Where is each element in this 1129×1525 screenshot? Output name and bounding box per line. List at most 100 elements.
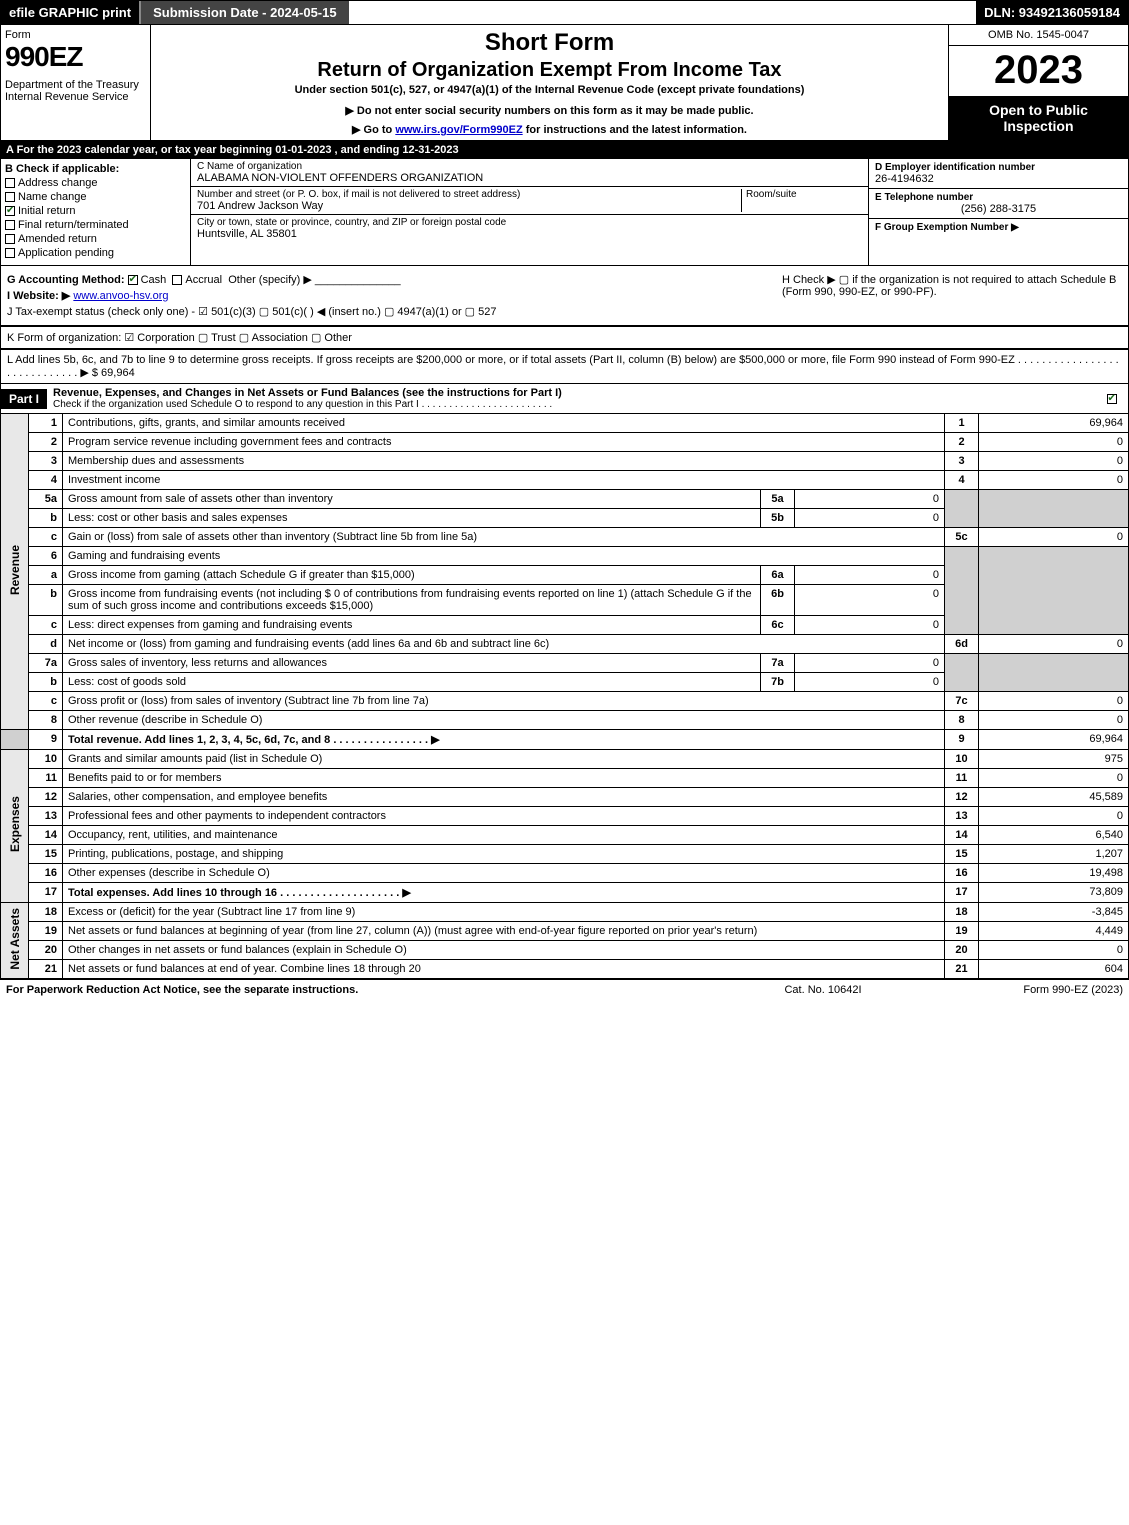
dln-label: DLN: 93492136059184 — [976, 1, 1128, 24]
line-g: G Accounting Method: Cash Accrual Other … — [7, 273, 1122, 286]
ein-cell: D Employer identification number 26-4194… — [869, 159, 1128, 189]
tel-label: E Telephone number — [875, 192, 1122, 203]
row-8: 8Other revenue (describe in Schedule O)8… — [1, 711, 1129, 730]
cb-cash[interactable] — [128, 275, 138, 285]
return-title: Return of Organization Exempt From Incom… — [159, 59, 940, 82]
city-label: City or town, state or province, country… — [197, 217, 862, 228]
row-1: Revenue 1 Contributions, gifts, grants, … — [1, 414, 1129, 433]
efile-label[interactable]: efile GRAPHIC print — [1, 1, 139, 24]
row-7a: 7aGross sales of inventory, less returns… — [1, 654, 1129, 673]
meta-block: G Accounting Method: Cash Accrual Other … — [0, 266, 1129, 326]
ein-value: 26-4194632 — [875, 173, 1122, 185]
street-cell: Number and street (or P. O. box, if mail… — [191, 187, 868, 215]
goto-pre: ▶ Go to — [352, 124, 395, 136]
form-number: 990EZ — [5, 41, 146, 73]
row-6: 6Gaming and fundraising events — [1, 547, 1129, 566]
part1-schedo: Check if the organization used Schedule … — [53, 399, 1092, 410]
street-label: Number and street (or P. O. box, if mail… — [197, 189, 737, 200]
col-b-checkboxes: B Check if applicable: Address change Na… — [1, 159, 191, 265]
header-left: Form 990EZ Department of the Treasury In… — [1, 25, 151, 140]
row-9: 9Total revenue. Add lines 1, 2, 3, 4, 5c… — [1, 730, 1129, 750]
i-label: I Website: ▶ — [7, 290, 70, 302]
omb-number: OMB No. 1545-0047 — [949, 25, 1128, 46]
row-16: 16Other expenses (describe in Schedule O… — [1, 864, 1129, 883]
part1-label: Part I — [1, 389, 47, 409]
row-10: Expenses 10Grants and similar amounts pa… — [1, 750, 1129, 769]
revenue-side: Revenue — [1, 414, 29, 730]
line-h: H Check ▶ ▢ if the organization is not r… — [782, 273, 1122, 298]
row-19: 19Net assets or fund balances at beginni… — [1, 922, 1129, 941]
row-3: 3Membership dues and assessments30 — [1, 452, 1129, 471]
part1-schedo-check[interactable] — [1098, 393, 1128, 405]
row-18: Net Assets 18Excess or (deficit) for the… — [1, 903, 1129, 922]
footer-left: For Paperwork Reduction Act Notice, see … — [6, 984, 723, 996]
line-k: K Form of organization: ☑ Corporation ▢ … — [0, 326, 1129, 349]
netassets-side: Net Assets — [1, 903, 29, 979]
row-20: 20Other changes in net assets or fund ba… — [1, 941, 1129, 960]
tax-year: 2023 — [949, 46, 1128, 96]
footer-formref: Form 990-EZ (2023) — [923, 984, 1123, 996]
spacer — [349, 1, 977, 24]
part1-title: Revenue, Expenses, and Changes in Net As… — [53, 387, 562, 399]
department: Department of the Treasury Internal Reve… — [5, 79, 146, 103]
row-11: 11Benefits paid to or for members110 — [1, 769, 1129, 788]
org-name-label: C Name of organization — [197, 161, 862, 172]
ein-label: D Employer identification number — [875, 162, 1122, 173]
row-5c: cGain or (loss) from sale of assets othe… — [1, 528, 1129, 547]
row-14: 14Occupancy, rent, utilities, and mainte… — [1, 826, 1129, 845]
header-center: Short Form Return of Organization Exempt… — [151, 25, 948, 140]
form-word: Form — [5, 29, 146, 41]
cb-final-return[interactable]: Final return/terminated — [5, 219, 186, 231]
website-link[interactable]: www.anvoo-hsv.org — [73, 290, 168, 302]
cb-accrual[interactable] — [172, 275, 182, 285]
page-footer: For Paperwork Reduction Act Notice, see … — [0, 979, 1129, 1000]
entity-block: B Check if applicable: Address change Na… — [0, 159, 1129, 266]
city-value: Huntsville, AL 35801 — [197, 228, 862, 240]
cb-name-change[interactable]: Name change — [5, 191, 186, 203]
org-name-value: ALABAMA NON-VIOLENT OFFENDERS ORGANIZATI… — [197, 172, 862, 184]
street-value: 701 Andrew Jackson Way — [197, 200, 737, 212]
room-label: Room/suite — [746, 189, 862, 200]
row-5a: 5aGross amount from sale of assets other… — [1, 490, 1129, 509]
row-17: 17Total expenses. Add lines 10 through 1… — [1, 883, 1129, 903]
row-4: 4Investment income40 — [1, 471, 1129, 490]
org-name-cell: C Name of organization ALABAMA NON-VIOLE… — [191, 159, 868, 187]
footer-catno: Cat. No. 10642I — [723, 984, 923, 996]
do-not-enter: ▶ Do not enter social security numbers o… — [159, 104, 940, 117]
short-form-title: Short Form — [159, 29, 940, 57]
row-6d: dNet income or (loss) from gaming and fu… — [1, 635, 1129, 654]
row-12: 12Salaries, other compensation, and empl… — [1, 788, 1129, 807]
cb-initial-return[interactable]: Initial return — [5, 205, 186, 217]
col-d-ids: D Employer identification number 26-4194… — [868, 159, 1128, 265]
g-label: G Accounting Method: — [7, 274, 125, 286]
cb-amended-return[interactable]: Amended return — [5, 233, 186, 245]
city-cell: City or town, state or province, country… — [191, 215, 868, 242]
row-21: 21Net assets or fund balances at end of … — [1, 960, 1129, 979]
part1-title-wrap: Revenue, Expenses, and Changes in Net As… — [47, 384, 1098, 413]
row-a-period: A For the 2023 calendar year, or tax yea… — [0, 141, 1129, 159]
tel-cell: E Telephone number (256) 288-3175 — [869, 189, 1128, 219]
row-15: 15Printing, publications, postage, and s… — [1, 845, 1129, 864]
top-bar: efile GRAPHIC print Submission Date - 20… — [0, 0, 1129, 25]
row-13: 13Professional fees and other payments t… — [1, 807, 1129, 826]
g-other: Other (specify) ▶ — [228, 274, 312, 286]
cb-application-pending[interactable]: Application pending — [5, 247, 186, 259]
cb-address-change[interactable]: Address change — [5, 177, 186, 189]
goto-line: ▶ Go to www.irs.gov/Form990EZ for instru… — [159, 123, 940, 136]
tel-value: (256) 288-3175 — [875, 203, 1122, 215]
col-c-org: C Name of organization ALABAMA NON-VIOLE… — [191, 159, 868, 265]
lines-table: Revenue 1 Contributions, gifts, grants, … — [0, 414, 1129, 979]
submission-date: Submission Date - 2024-05-15 — [139, 1, 349, 24]
part1-header-row: Part I Revenue, Expenses, and Changes in… — [0, 384, 1129, 414]
row-2: 2Program service revenue including gover… — [1, 433, 1129, 452]
row-7c: cGross profit or (loss) from sales of in… — [1, 692, 1129, 711]
open-to-public: Open to Public Inspection — [949, 96, 1128, 140]
form-header: Form 990EZ Department of the Treasury In… — [0, 25, 1129, 141]
expenses-side: Expenses — [1, 750, 29, 903]
goto-link[interactable]: www.irs.gov/Form990EZ — [395, 124, 522, 136]
line-j: J Tax-exempt status (check only one) - ☑… — [7, 305, 1122, 318]
line-l: L Add lines 5b, 6c, and 7b to line 9 to … — [0, 349, 1129, 384]
under-section: Under section 501(c), 527, or 4947(a)(1)… — [159, 84, 940, 96]
header-right: OMB No. 1545-0047 2023 Open to Public In… — [948, 25, 1128, 140]
goto-post: for instructions and the latest informat… — [523, 124, 747, 136]
